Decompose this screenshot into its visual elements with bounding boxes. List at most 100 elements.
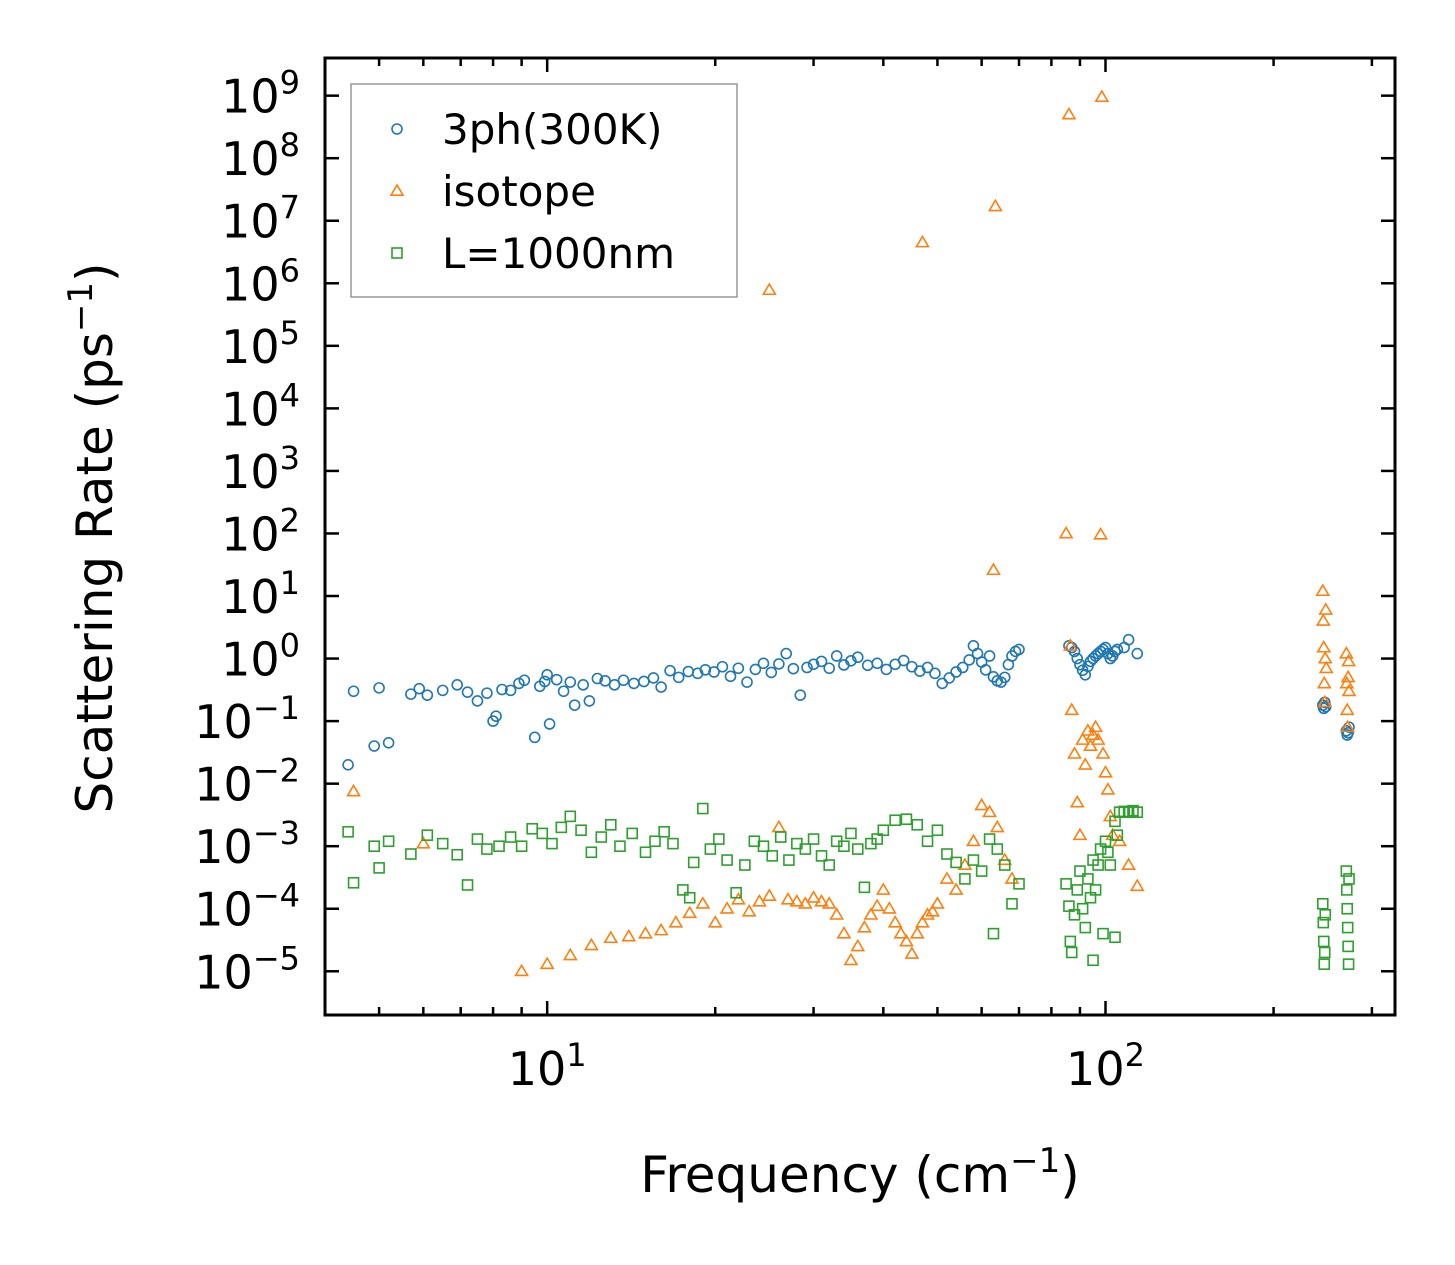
data-point [1102,846,1114,859]
data-point [956,661,969,674]
plot-area-frame [323,56,1397,1017]
data-point [929,667,941,680]
data-point [1065,946,1078,959]
data-point [1095,746,1111,759]
data-point [614,840,626,852]
data-point [739,859,751,871]
data-point [851,651,864,664]
y-tick-label: 104 [221,376,300,436]
data-point [682,905,698,919]
data-point [915,915,930,928]
data-point [342,759,354,771]
data-point [1111,829,1124,841]
data-point [368,740,381,752]
data-point [829,907,845,920]
data-point [889,814,901,827]
data-point [603,930,619,944]
data-point [617,674,630,687]
data-point [708,666,720,678]
data-point [1318,946,1331,959]
data-point [836,926,852,939]
data-point [877,824,890,837]
data-point [568,699,581,711]
y-tick-label: 103 [221,439,300,499]
data-point [347,876,360,889]
data-point [869,898,885,912]
data-point [471,695,484,707]
data-point [899,933,914,947]
y-tick-label: 10−4 [194,877,300,937]
data-point [471,833,484,845]
data-point [887,915,903,928]
data-point [871,657,883,670]
data-point [638,675,650,688]
data-point [1071,652,1084,665]
data-point [504,831,517,843]
axis-ticks: 101 10210910810710610510410310210110010−1… [194,58,1395,1096]
data-point [948,882,964,895]
data-point [1318,660,1334,674]
data-point [721,854,733,866]
data-point [741,676,753,688]
data-point [713,833,725,845]
data-point [1129,878,1145,892]
data-point [1342,940,1354,953]
data-point [987,198,1003,212]
data-point [838,840,850,852]
data-point [368,840,381,852]
data-point [649,835,661,848]
legend-marker-circle [391,123,403,135]
data-point [1092,859,1104,871]
data-point [797,896,813,909]
data-point [536,827,549,840]
data-point [1079,921,1092,934]
data-point [989,819,1005,833]
data-point [1315,583,1331,597]
data-point [1318,958,1331,970]
data-point [1315,613,1331,626]
data-point [1318,602,1334,615]
data-point [920,907,935,920]
data-point [1104,859,1117,871]
data-point [806,890,821,903]
data-point [801,661,813,674]
data-point [546,837,558,850]
data-point [871,833,883,845]
data-point [911,818,924,831]
legend-box [350,83,738,298]
data-point [655,681,667,693]
data-point [1131,647,1144,660]
data-point [461,879,474,891]
data-point [1072,827,1088,841]
data-point [687,856,700,869]
data-point [719,901,735,914]
data-point [583,937,599,951]
data-point [823,662,836,675]
data-point [451,848,464,861]
data-point [766,850,779,862]
data-point [979,664,992,676]
data-point [1099,835,1112,848]
data-point [1098,765,1113,778]
data-point [595,831,608,843]
data-point [577,679,589,691]
x-tick-label: 101 [508,1036,587,1096]
data-point [787,662,800,675]
data-point [1099,641,1112,654]
data-point [1111,643,1124,656]
data-point [608,679,621,691]
data-point [421,829,434,841]
data-point [1094,89,1110,103]
y-tick-label: 10−2 [194,752,300,812]
data-point [347,685,360,698]
x-axis-label: Frequency (cm−1) [640,1141,1080,1204]
data-point [843,952,859,966]
data-point [1074,865,1086,877]
data-point [575,824,587,837]
data-point [405,688,417,700]
data-point [732,662,745,675]
data-point [1083,738,1098,751]
data-point [724,670,737,683]
data-point [909,926,925,939]
data-point [1097,927,1109,940]
